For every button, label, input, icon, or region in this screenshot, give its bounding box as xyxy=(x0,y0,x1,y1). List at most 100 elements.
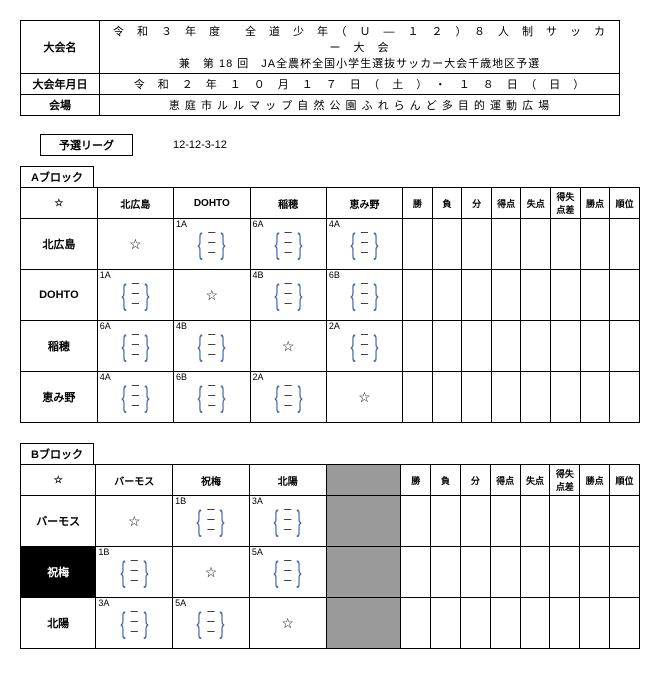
header-stat: 得点 xyxy=(491,188,521,219)
stat-cell xyxy=(550,496,580,547)
stat-cell xyxy=(580,496,610,547)
row-team: DOHTO xyxy=(21,270,98,321)
stat-cell xyxy=(403,270,433,321)
row-team: 北陽 xyxy=(21,598,96,649)
stat-cell xyxy=(610,598,640,649)
section-title: 予選リーグ xyxy=(40,134,133,156)
self-cell: ☆ xyxy=(250,321,326,372)
match-cell xyxy=(326,547,401,598)
stat-cell xyxy=(521,372,551,423)
stat-cell xyxy=(490,547,520,598)
block-label: Aブロック xyxy=(20,166,94,187)
stat-cell xyxy=(610,321,640,372)
match-code: 4A xyxy=(100,372,111,382)
match-cell: 4B{ーーー} xyxy=(250,270,326,321)
match-cell: 6A{ーーー} xyxy=(97,321,173,372)
info-value: 令 和 ２ 年 １ ０ 月 １ ７ 日 （ 土 ） ・ １ ８ 日 （ 日 ） xyxy=(100,74,620,95)
stat-cell xyxy=(580,321,610,372)
match-cell: 4B{ーーー} xyxy=(174,321,251,372)
stat-cell xyxy=(403,321,433,372)
stat-cell xyxy=(403,219,433,270)
match-cell: 6A{ーーー} xyxy=(250,219,326,270)
header-team xyxy=(326,465,401,496)
match-code: 6A xyxy=(253,219,264,229)
match-cell: 2A{ーーー} xyxy=(250,372,326,423)
stat-cell xyxy=(550,547,580,598)
row-team: 祝梅 xyxy=(21,547,96,598)
header-team: 稲穂 xyxy=(250,188,326,219)
stat-cell xyxy=(551,321,581,372)
stat-cell xyxy=(520,496,550,547)
header-stat: 分 xyxy=(460,465,490,496)
header-stat: 勝 xyxy=(401,465,431,496)
stat-cell xyxy=(462,270,492,321)
header-team: 祝梅 xyxy=(173,465,250,496)
stat-cell xyxy=(401,496,431,547)
stat-cell xyxy=(432,219,462,270)
stat-cell xyxy=(610,270,640,321)
stat-cell xyxy=(580,219,610,270)
info-label: 大会名 xyxy=(21,21,100,74)
self-cell: ☆ xyxy=(174,270,251,321)
stat-cell xyxy=(551,372,581,423)
stat-cell xyxy=(580,270,610,321)
block-table: ☆バーモス祝梅北陽勝負分得点失点得失点差勝点順位バーモス☆1B{ーーー}3A{ー… xyxy=(20,464,640,649)
self-cell: ☆ xyxy=(173,547,250,598)
match-code: 5A xyxy=(252,547,263,557)
self-cell: ☆ xyxy=(326,372,402,423)
stat-cell xyxy=(550,598,580,649)
info-value: 令 和 ３ 年 度 全 道 少 年 （ Ｕ ― １ ２ ） ８ 人 制 サ ッ … xyxy=(100,21,620,74)
match-cell: 3A{ーーー} xyxy=(96,598,173,649)
header-stat: 順位 xyxy=(610,188,640,219)
section-code: 12-12-3-12 xyxy=(173,139,227,151)
stat-cell xyxy=(462,321,492,372)
header-stat: 得失点差 xyxy=(551,188,581,219)
match-code: 6A xyxy=(100,321,111,331)
header-team: 北陽 xyxy=(249,465,326,496)
stat-cell xyxy=(490,496,520,547)
block-label: Bブロック xyxy=(20,443,94,464)
stat-cell xyxy=(462,219,492,270)
header-stat: 分 xyxy=(462,188,492,219)
self-cell: ☆ xyxy=(97,219,173,270)
match-cell xyxy=(326,598,401,649)
stat-cell xyxy=(580,372,610,423)
stat-cell xyxy=(520,547,550,598)
header-star: ☆ xyxy=(21,465,96,496)
stat-cell xyxy=(403,372,433,423)
header-team: バーモス xyxy=(96,465,173,496)
stat-cell xyxy=(460,598,490,649)
row-team: バーモス xyxy=(21,496,96,547)
header-stat: 失点 xyxy=(520,465,550,496)
self-cell: ☆ xyxy=(249,598,326,649)
info-value: 恵 庭 市 ル ル マ ッ プ 自 然 公 園 ふ れ ら ん ど 多 目 的 … xyxy=(100,95,620,116)
match-code: 3A xyxy=(252,496,263,506)
match-code: 6B xyxy=(176,372,187,382)
header-team: 北広島 xyxy=(97,188,173,219)
stat-cell xyxy=(580,547,610,598)
stat-cell xyxy=(401,598,431,649)
header-star: ☆ xyxy=(21,188,98,219)
match-code: 2A xyxy=(253,372,264,382)
stat-cell xyxy=(491,372,521,423)
stat-cell xyxy=(610,219,640,270)
stat-cell xyxy=(431,496,461,547)
stat-cell xyxy=(431,547,461,598)
stat-cell xyxy=(521,321,551,372)
header-team: DOHTO xyxy=(174,188,251,219)
row-team: 稲穂 xyxy=(21,321,98,372)
match-cell: 3A{ーーー} xyxy=(249,496,326,547)
self-cell: ☆ xyxy=(96,496,173,547)
stat-cell xyxy=(610,372,640,423)
header-stat: 勝点 xyxy=(580,465,610,496)
match-code: 4B xyxy=(176,321,187,331)
match-code: 2A xyxy=(329,321,340,331)
match-cell: 1B{ーーー} xyxy=(96,547,173,598)
header-stat: 失点 xyxy=(521,188,551,219)
stat-cell xyxy=(432,270,462,321)
stat-cell xyxy=(462,372,492,423)
match-cell: 6B{ーーー} xyxy=(174,372,251,423)
match-code: 1A xyxy=(100,270,111,280)
match-cell xyxy=(326,496,401,547)
stat-cell xyxy=(460,547,490,598)
